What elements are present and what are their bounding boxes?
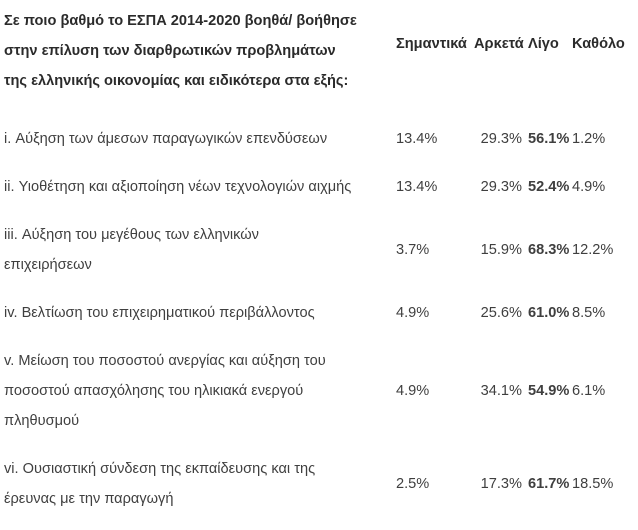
question-line-1: Σε ποιο βαθμό το ΕΣΠΑ 2014-2020 βοηθά/ β… (4, 13, 357, 29)
row-label: iv. Βελτίωση του επιχειρηματικού περιβάλ… (0, 298, 396, 328)
row-label-line: ii. Υιοθέτηση και αξιοποίηση νέων τεχνολ… (4, 179, 352, 195)
question-line-2: στην επίλυση των διαρθρωτικών προβλημάτω… (4, 43, 336, 59)
cell-katholou: 4.9% (572, 172, 638, 202)
cell-katholou: 1.2% (572, 124, 638, 154)
cell-ligo: 54.9% (528, 346, 572, 436)
row-label-line: έρευνας με την παραγωγή (4, 491, 174, 507)
cell-arketa: 17.3% (474, 454, 528, 514)
table-header-row: Σε ποιο βαθμό το ΕΣΠΑ 2014-2020 βοηθά/ β… (0, 0, 638, 106)
cell-arketa: 15.9% (474, 220, 528, 280)
row-spacer (0, 436, 638, 454)
row-spacer (0, 280, 638, 298)
row-label-line: iv. Βελτίωση του επιχειρηματικού περιβάλ… (4, 305, 315, 321)
row-spacer (0, 202, 638, 220)
cell-ligo: 61.7% (528, 454, 572, 514)
row-label-line: ποσοστού απασχόλησης του ηλικιακά ενεργο… (4, 383, 304, 399)
cell-katholou: 6.1% (572, 346, 638, 436)
cell-simantika: 4.9% (396, 298, 474, 328)
table-row: v. Μείωση του ποσοστού ανεργίας και αύξη… (0, 346, 638, 436)
cell-arketa: 34.1% (474, 346, 528, 436)
row-label: vi. Ουσιαστική σύνδεση της εκπαίδευσης κ… (0, 454, 396, 514)
column-header-simantika: Σημαντικά (396, 0, 474, 106)
row-label-line: v. Μείωση του ποσοστού ανεργίας και αύξη… (4, 353, 326, 369)
column-header-ligo: Λίγο (528, 0, 572, 106)
cell-arketa: 25.6% (474, 298, 528, 328)
row-label: i. Αύξηση των άμεσων παραγωγικών επενδύσ… (0, 124, 396, 154)
column-header-katholou: Καθόλο (572, 0, 638, 106)
cell-ligo: 61.0% (528, 298, 572, 328)
cell-katholou: 12.2% (572, 220, 638, 280)
table-row: i. Αύξηση των άμεσων παραγωγικών επενδύσ… (0, 124, 638, 154)
row-label: iii. Αύξηση του μεγέθους των ελληνικών ε… (0, 220, 396, 280)
cell-ligo: 56.1% (528, 124, 572, 154)
question-line-3: της ελληνικής οικονομίας και ειδικότερα … (4, 73, 349, 89)
cell-simantika: 3.7% (396, 220, 474, 280)
row-label: v. Μείωση του ποσοστού ανεργίας και αύξη… (0, 346, 396, 436)
cell-ligo: 68.3% (528, 220, 572, 280)
row-spacer (0, 154, 638, 172)
cell-simantika: 13.4% (396, 172, 474, 202)
table-row: ii. Υιοθέτηση και αξιοποίηση νέων τεχνολ… (0, 172, 638, 202)
row-label-line: iii. Αύξηση του μεγέθους των ελληνικών (4, 227, 259, 243)
row-label-line: vi. Ουσιαστική σύνδεση της εκπαίδευσης κ… (4, 461, 316, 477)
row-label-line: επιχειρήσεων (4, 257, 92, 273)
table-row: vi. Ουσιαστική σύνδεση της εκπαίδευσης κ… (0, 454, 638, 514)
cell-katholou: 8.5% (572, 298, 638, 328)
cell-arketa: 29.3% (474, 124, 528, 154)
column-header-arketa: Αρκετά (474, 0, 528, 106)
cell-simantika: 2.5% (396, 454, 474, 514)
row-label-line: πληθυσμού (4, 413, 80, 429)
cell-katholou: 18.5% (572, 454, 638, 514)
cell-ligo: 52.4% (528, 172, 572, 202)
table-row: iii. Αύξηση του μεγέθους των ελληνικών ε… (0, 220, 638, 280)
row-spacer (0, 106, 638, 124)
cell-simantika: 13.4% (396, 124, 474, 154)
row-label-line: i. Αύξηση των άμεσων παραγωγικών επενδύσ… (4, 131, 328, 147)
row-label: ii. Υιοθέτηση και αξιοποίηση νέων τεχνολ… (0, 172, 396, 202)
survey-question: Σε ποιο βαθμό το ΕΣΠΑ 2014-2020 βοηθά/ β… (0, 0, 396, 106)
cell-simantika: 4.9% (396, 346, 474, 436)
cell-arketa: 29.3% (474, 172, 528, 202)
row-spacer (0, 328, 638, 346)
survey-results-table: Σε ποιο βαθμό το ΕΣΠΑ 2014-2020 βοηθά/ β… (0, 0, 638, 514)
table-row: iv. Βελτίωση του επιχειρηματικού περιβάλ… (0, 298, 638, 328)
